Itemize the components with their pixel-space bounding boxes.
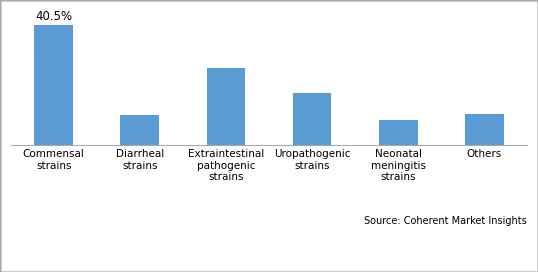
Text: Source: Coherent Market Insights: Source: Coherent Market Insights [364,216,527,226]
Text: 40.5%: 40.5% [35,10,72,23]
Bar [465,114,504,145]
Bar [121,115,159,145]
Bar [293,93,331,145]
Bar [207,68,245,145]
Bar [34,24,73,145]
Bar [379,120,417,145]
